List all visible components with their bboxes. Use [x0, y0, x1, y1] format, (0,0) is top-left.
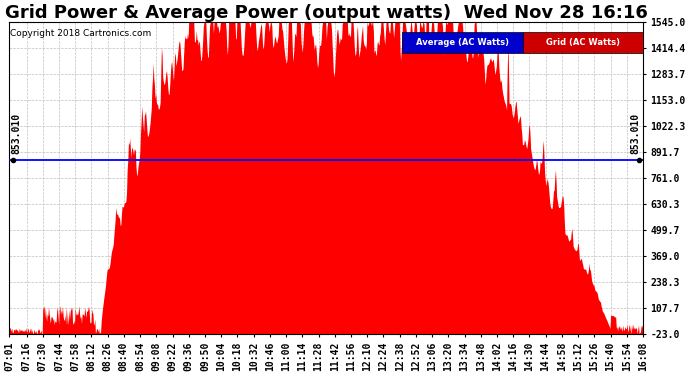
Text: 853.010: 853.010: [12, 113, 21, 154]
Text: Grid (AC Watts): Grid (AC Watts): [546, 38, 620, 47]
Text: Copyright 2018 Cartronics.com: Copyright 2018 Cartronics.com: [10, 28, 151, 38]
FancyBboxPatch shape: [522, 32, 643, 54]
FancyBboxPatch shape: [402, 32, 522, 54]
Text: Average (AC Watts): Average (AC Watts): [416, 38, 509, 47]
Text: 853.010: 853.010: [631, 113, 640, 154]
Title: Grid Power & Average Power (output watts)  Wed Nov 28 16:16: Grid Power & Average Power (output watts…: [5, 4, 647, 22]
